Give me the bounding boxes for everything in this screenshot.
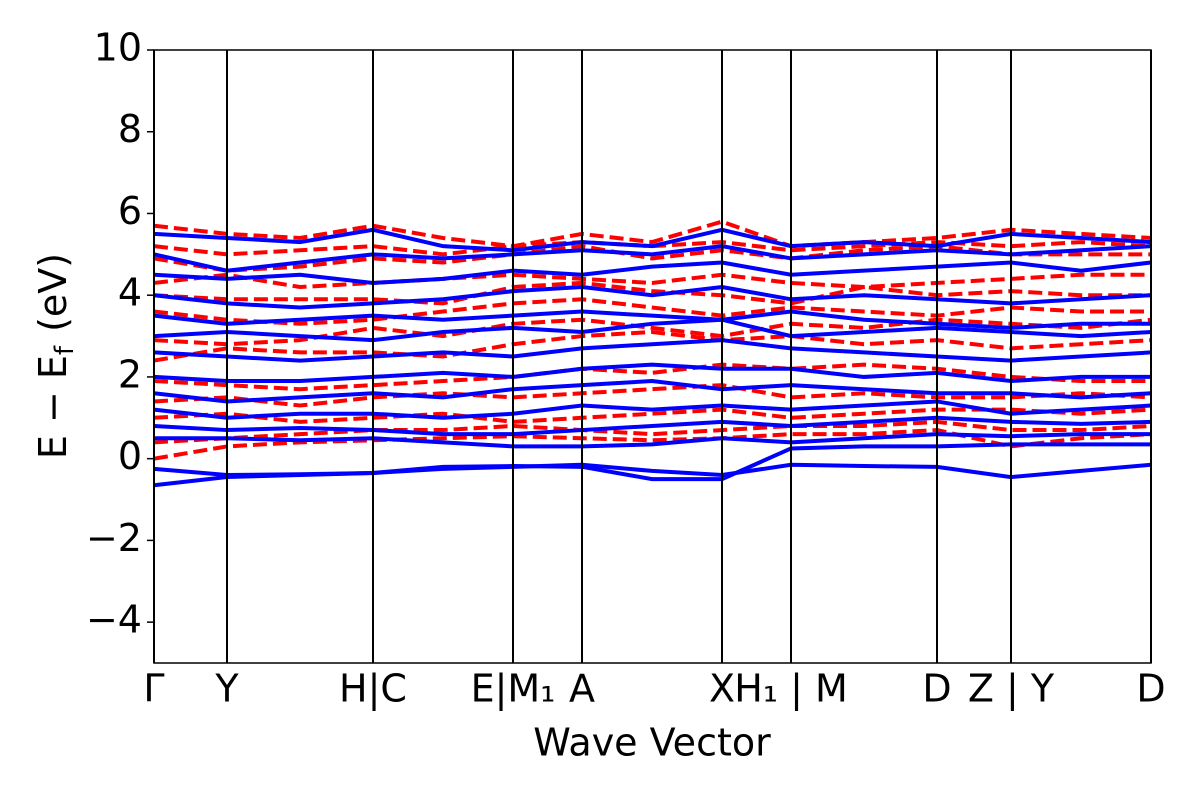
y-tick-label: −4 — [86, 598, 142, 642]
band-line — [153, 415, 1152, 437]
band-line — [153, 280, 1151, 306]
x-axis-label: Wave Vector — [533, 721, 771, 765]
x-tick-label: Γ — [143, 667, 164, 711]
x-tick-label: Y — [214, 667, 239, 711]
band-line — [153, 362, 1151, 392]
x-tick-label: H|C — [339, 667, 407, 712]
y-tick-label: 6 — [118, 189, 142, 233]
y-tick-label: 10 — [94, 26, 142, 70]
y-axis-label-part: E − E — [31, 355, 75, 459]
x-tick-label: X — [709, 667, 735, 711]
band-line — [153, 260, 1152, 285]
band-line — [153, 244, 1151, 273]
band-line — [153, 362, 1151, 384]
band-line — [153, 399, 1152, 420]
band-line — [153, 428, 1152, 461]
y-axis-label-part: (eV) — [31, 253, 75, 332]
band-line — [153, 407, 1152, 424]
band-line — [153, 338, 1152, 363]
band-line — [153, 329, 1152, 363]
band-line — [153, 272, 1151, 290]
band-line — [153, 419, 1152, 445]
y-tick-label: 8 — [118, 107, 142, 151]
y-tick-label: 0 — [118, 434, 142, 478]
band-line — [153, 285, 1152, 310]
band-line — [153, 219, 1152, 249]
y-tick-label: −2 — [86, 516, 142, 560]
x-tick-label: D — [922, 667, 951, 711]
plot-frame — [153, 49, 1152, 664]
band-line — [153, 244, 1152, 273]
y-axis-label-subscript: f — [50, 345, 80, 355]
band-line — [153, 297, 1151, 326]
x-tick-label: H₁ | M — [734, 667, 848, 712]
band-line — [153, 240, 1152, 257]
band-line — [153, 317, 1152, 343]
x-tick-label: D — [1136, 667, 1165, 711]
band-line — [153, 383, 1152, 408]
band-line — [153, 309, 1151, 330]
y-axis-label: E − Ef (eV) — [31, 253, 80, 459]
band-line — [153, 379, 1152, 404]
band-line — [154, 432, 1151, 449]
y-tick-label: 2 — [118, 352, 142, 396]
x-tick-label: Z | Y — [968, 667, 1055, 712]
x-tick-label: E|M₁ — [471, 667, 556, 712]
y-tick-label: 4 — [118, 271, 142, 315]
band-line — [153, 442, 1151, 482]
x-tick-label: A — [569, 667, 595, 711]
band-line — [153, 227, 1152, 253]
